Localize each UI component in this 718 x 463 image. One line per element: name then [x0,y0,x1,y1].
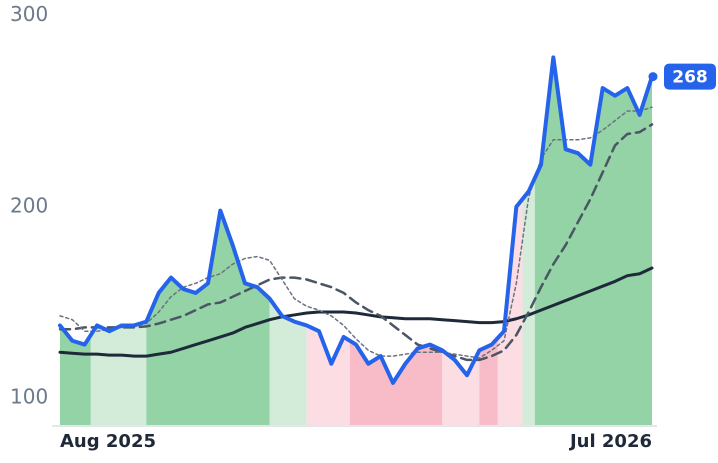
regime-area [522,178,535,425]
last-value-dot [648,72,658,82]
last-value-badge [664,63,716,90]
series-line [58,55,654,385]
series-line [58,123,654,362]
series-line [59,106,653,359]
regime-area [60,325,91,425]
x-tick-label: Aug 2025 [60,431,156,452]
y-tick-label: 100 [10,385,48,409]
series-line [58,266,654,358]
last-value-label: 268 [672,68,708,88]
y-tick-label: 200 [10,193,48,217]
regime-area [269,298,307,425]
regime-area [90,321,147,425]
x-tick-label: Jul 2026 [568,431,652,452]
y-tick-label: 300 [10,2,48,26]
